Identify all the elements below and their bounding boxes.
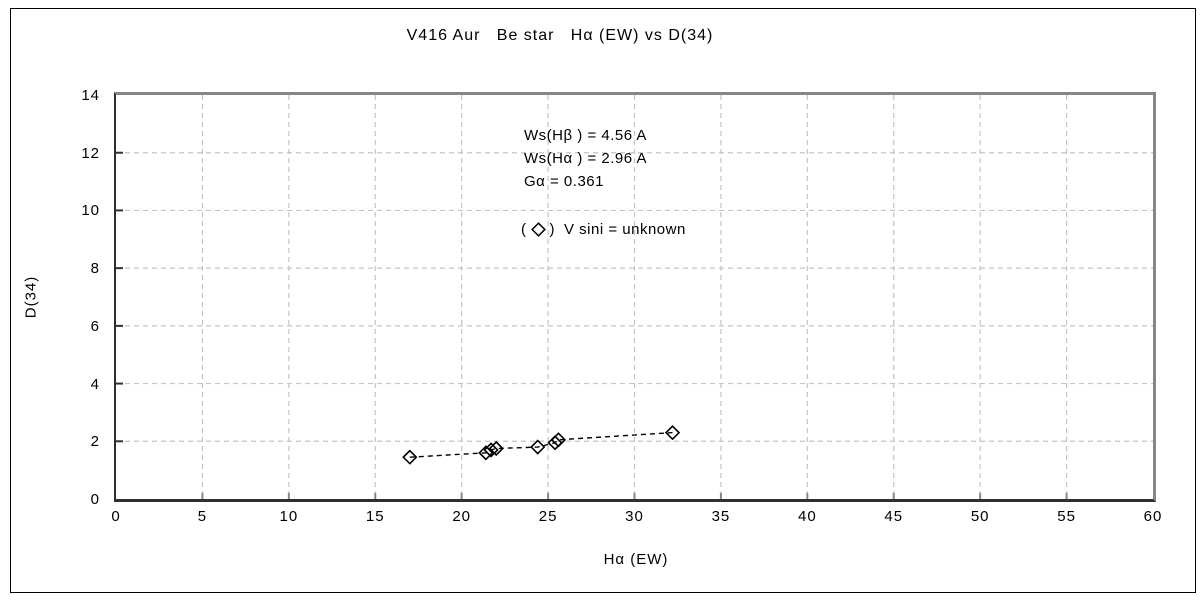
x-tick-label: 0 xyxy=(111,508,121,525)
y-tick-label: 6 xyxy=(90,317,100,335)
chart-title: V416 Aur Be star Hα (EW) vs D(34) xyxy=(406,27,714,44)
annotations-block: Ws(Hβ ) = 4.56 A Ws(Hα ) = 2.96 A Gα = 0.3… xyxy=(524,124,647,193)
y-tick-label: 0 xyxy=(90,491,100,508)
x-axis-label: Hα (EW) xyxy=(603,551,669,568)
x-tick-label: 15 xyxy=(365,508,385,525)
plot-area xyxy=(114,92,1156,502)
data-point-marker xyxy=(664,424,681,441)
annotation-line: Ws(Hα ) = 2.96 A xyxy=(524,150,647,167)
data-point-marker xyxy=(488,440,504,457)
y-axis-label: D(34) xyxy=(22,275,40,319)
x-tick-label: 10 xyxy=(279,508,299,525)
x-tick-label: 40 xyxy=(797,508,817,525)
data-point-marker xyxy=(483,442,499,458)
data-series-line xyxy=(409,431,673,458)
legend-close-paren: ) xyxy=(549,221,555,238)
data-point-marker xyxy=(550,432,567,448)
legend-open-paren: ( xyxy=(521,221,527,238)
y-tick-label: 12 xyxy=(81,144,100,162)
y-tick-label: 4 xyxy=(90,375,100,393)
data-point-marker xyxy=(402,449,418,465)
annotation-line: Ws(Hβ ) = 4.56 A xyxy=(524,127,647,144)
y-tick-label: 8 xyxy=(90,260,100,278)
x-tick-label: 55 xyxy=(1057,508,1076,525)
y-tick-label: 10 xyxy=(81,202,100,220)
x-tick-label: 20 xyxy=(452,508,471,525)
data-point-marker xyxy=(547,435,563,451)
x-tick-label: 60 xyxy=(1143,508,1163,525)
x-tick-label: 35 xyxy=(711,508,731,525)
data-point-marker xyxy=(530,439,546,455)
data-point-marker xyxy=(478,445,494,461)
legend: ( ) V sini = unknown xyxy=(521,221,686,238)
y-tick-label: 14 xyxy=(81,87,100,104)
x-tick-label: 50 xyxy=(970,508,990,525)
plot-svg xyxy=(116,95,1153,499)
legend-diamond-icon xyxy=(530,222,546,237)
y-tick-label: 2 xyxy=(90,433,100,451)
x-tick-label: 5 xyxy=(197,508,208,525)
x-tick-label: 45 xyxy=(884,508,904,525)
x-tick-label: 30 xyxy=(625,508,644,525)
x-tick-label: 25 xyxy=(538,508,558,525)
annotation-line: Gα = 0.361 xyxy=(524,173,604,190)
legend-label: V sini = unknown xyxy=(564,221,686,238)
